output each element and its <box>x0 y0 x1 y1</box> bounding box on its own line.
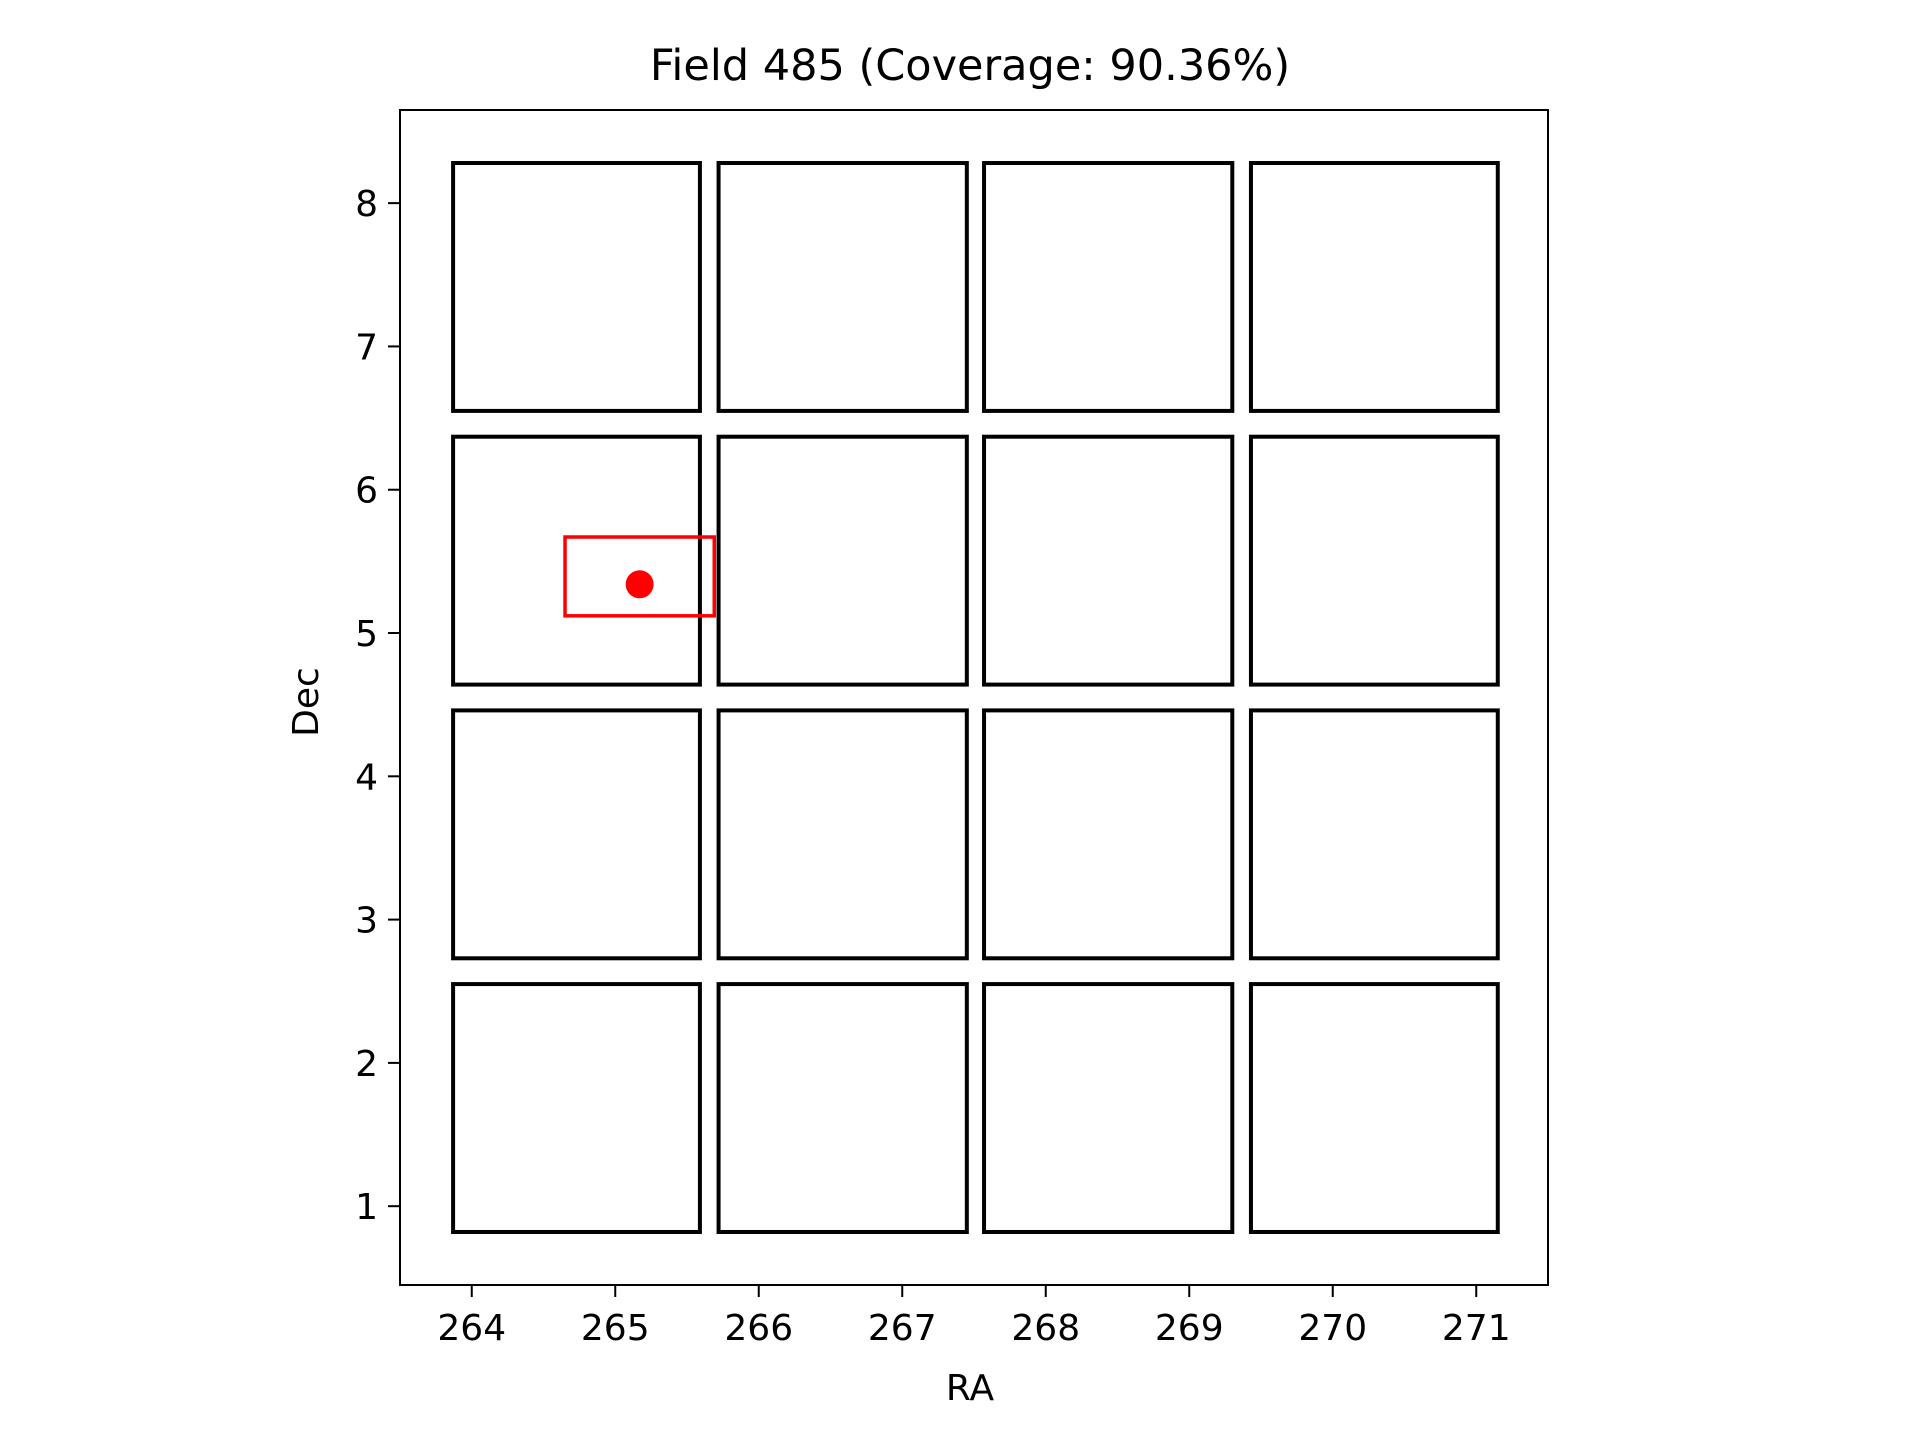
tile-footprint <box>982 708 1235 961</box>
plot-frame <box>399 109 1549 1286</box>
x-tick-label: 266 <box>724 1308 793 1349</box>
chart-title: Field 485 (Coverage: 90.36%) <box>650 41 1290 91</box>
tile-footprint <box>716 708 969 961</box>
x-tick-label: 271 <box>1442 1308 1511 1349</box>
plot-area <box>399 109 1549 1286</box>
tile-footprint <box>1248 434 1500 687</box>
y-tick-label: 8 <box>355 184 378 225</box>
x-tick-label: 264 <box>437 1308 506 1349</box>
y-tick-label: 3 <box>355 901 378 942</box>
tile-footprint <box>451 982 702 1234</box>
tile-footprint <box>716 161 969 413</box>
target-box <box>563 535 717 618</box>
x-tick-label: 268 <box>1011 1308 1080 1349</box>
x-tick-label: 269 <box>1155 1308 1224 1349</box>
tiles-layer <box>451 161 1500 1234</box>
y-tick-label: 2 <box>355 1044 378 1085</box>
tile-footprint <box>716 434 969 687</box>
y-tick-label: 6 <box>355 471 378 512</box>
target-point <box>625 570 654 599</box>
y-axis-label: Dec <box>286 667 327 737</box>
y-tick-label: 7 <box>355 327 378 368</box>
tile-footprint <box>982 982 1235 1234</box>
tile-footprint <box>1248 161 1500 413</box>
y-tick-label: 4 <box>355 757 378 798</box>
tile-footprint <box>982 161 1235 413</box>
x-axis-label: RA <box>946 1368 995 1409</box>
y-axis: 1 2 3 4 5 6 7 8 <box>355 184 400 1228</box>
tile-footprint <box>451 708 702 961</box>
tile-footprint <box>1248 982 1500 1234</box>
x-tick-label: 270 <box>1298 1308 1367 1349</box>
tile-footprint <box>451 161 702 413</box>
target-layer <box>563 535 717 618</box>
tile-footprint <box>716 982 969 1234</box>
tile-footprint <box>1248 708 1500 961</box>
y-tick-label: 1 <box>355 1187 378 1228</box>
y-tick-label: 5 <box>355 614 378 655</box>
x-tick-label: 267 <box>868 1308 937 1349</box>
tile-footprint <box>451 434 702 687</box>
x-axis: 264 265 266 267 268 269 270 271 <box>437 1285 1511 1349</box>
tile-footprint <box>982 434 1235 687</box>
x-tick-label: 265 <box>581 1308 650 1349</box>
